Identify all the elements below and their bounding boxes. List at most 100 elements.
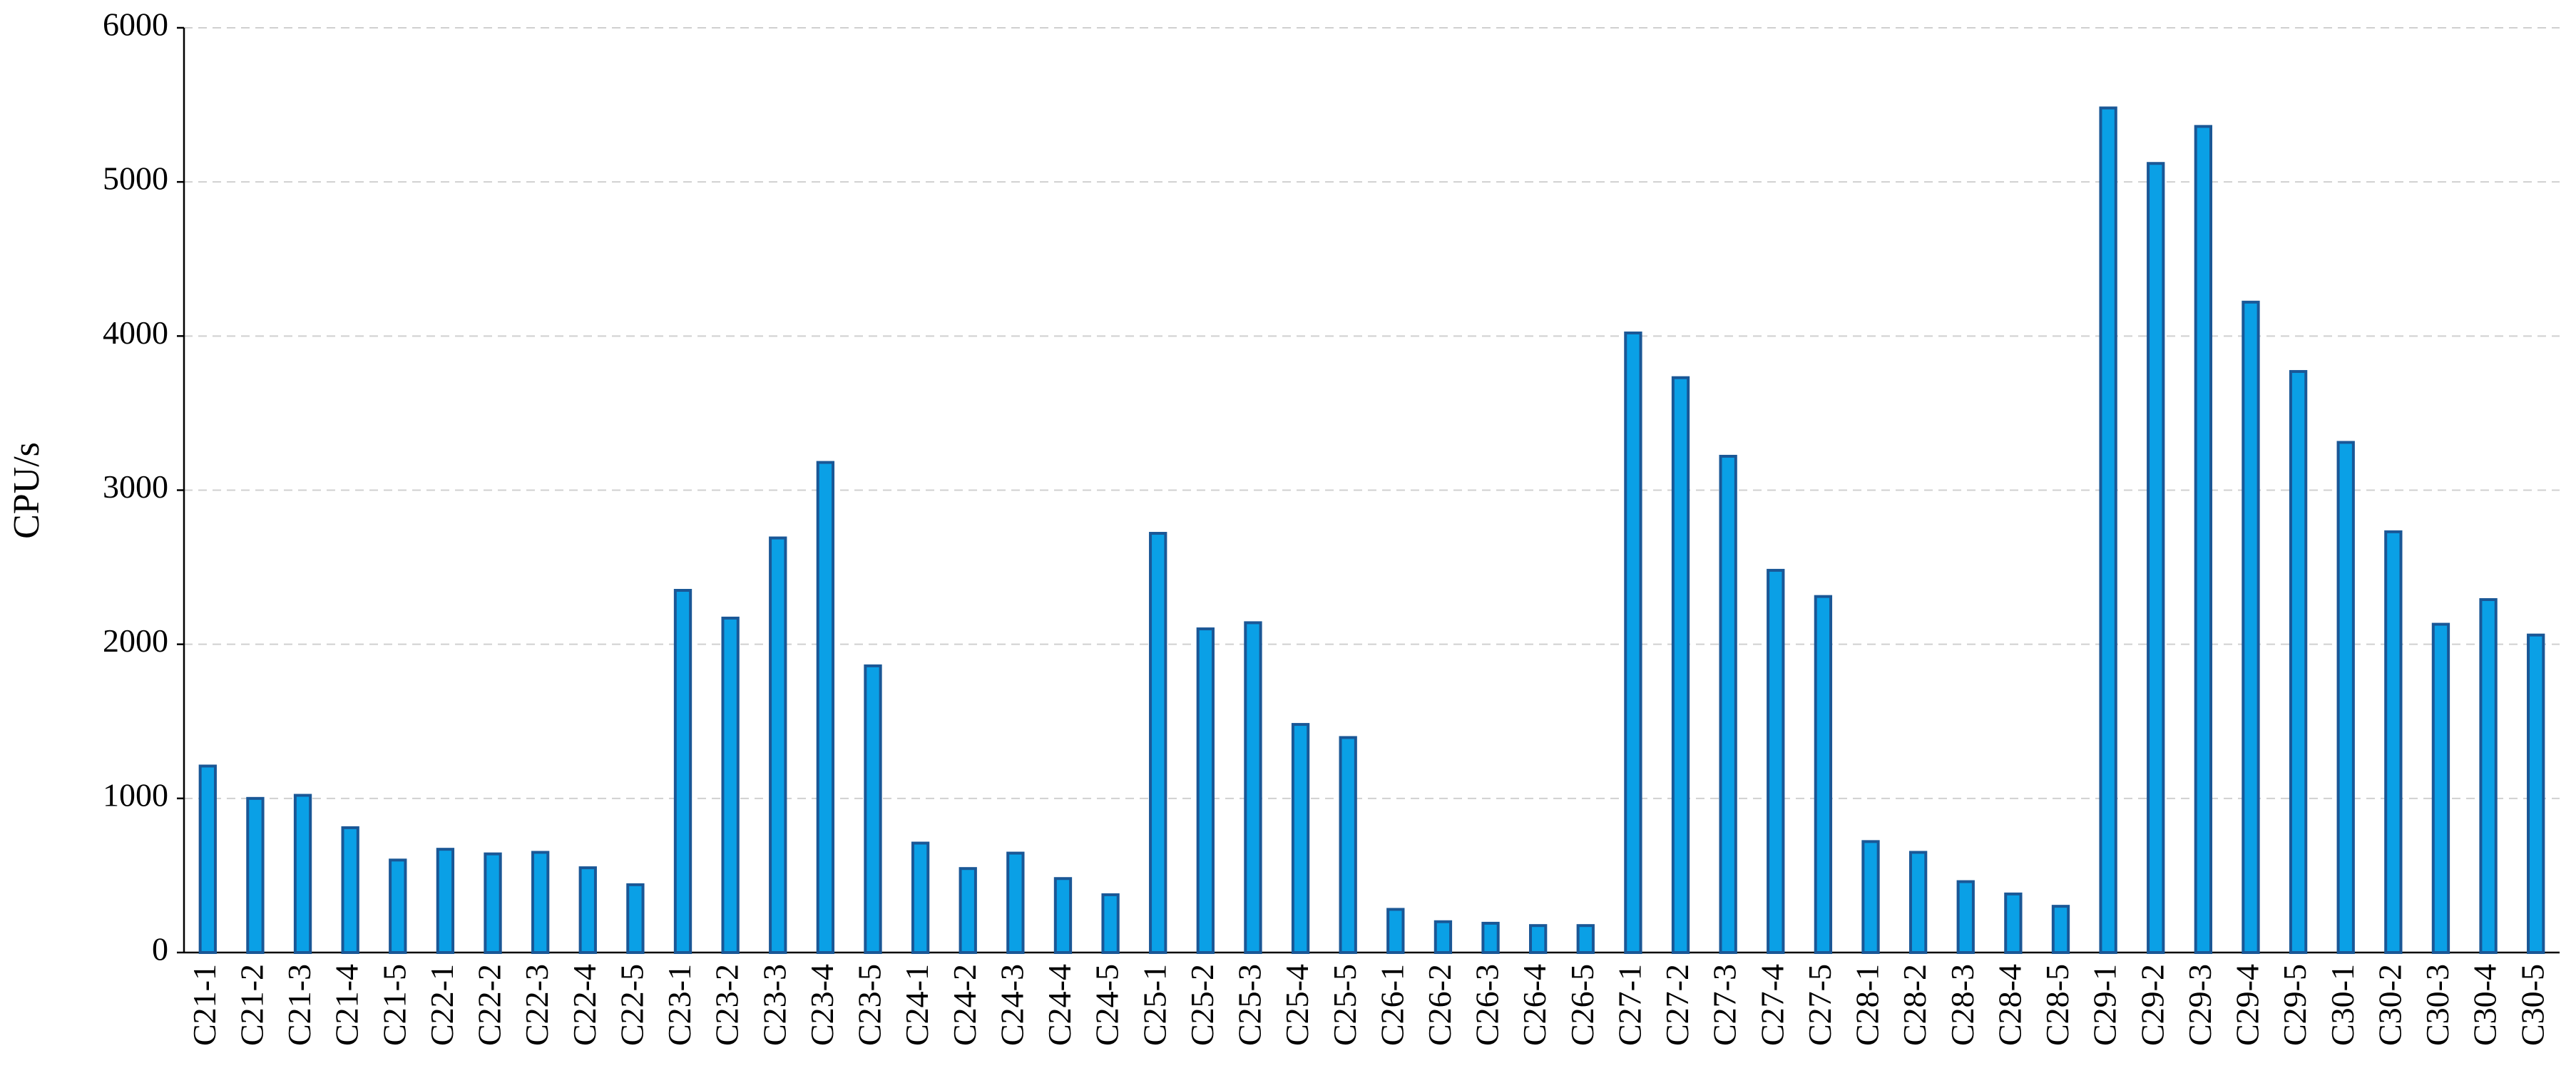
x-tick-label: C25-5 bbox=[1327, 964, 1363, 1046]
x-tick-label: C21-2 bbox=[233, 964, 270, 1046]
bar bbox=[2527, 633, 2545, 954]
x-tick-label: C29-1 bbox=[2087, 964, 2123, 1046]
x-tick-label: C22-1 bbox=[424, 964, 460, 1046]
bar bbox=[911, 841, 930, 954]
y-tick-label: 0 bbox=[152, 931, 168, 967]
x-tick-label: C29-4 bbox=[2229, 964, 2266, 1046]
x-tick-label: C22-4 bbox=[566, 964, 603, 1046]
bar bbox=[2289, 370, 2308, 954]
x-tick-label: C29-3 bbox=[2182, 964, 2218, 1046]
x-tick-label: C26-5 bbox=[1564, 964, 1600, 1046]
x-tick-label: C27-4 bbox=[1754, 964, 1790, 1046]
bar bbox=[484, 852, 502, 954]
bar bbox=[1671, 376, 1690, 954]
x-tick-label: C25-2 bbox=[1184, 964, 1220, 1046]
x-tick-label: C30-4 bbox=[2467, 964, 2503, 1046]
bar bbox=[1624, 332, 1642, 954]
bar bbox=[864, 664, 882, 954]
x-tick-label: C24-2 bbox=[946, 964, 983, 1046]
bar bbox=[2242, 300, 2260, 954]
bar bbox=[769, 536, 787, 954]
x-tick-label: C24-5 bbox=[1089, 964, 1125, 1046]
x-tick-label: C24-4 bbox=[1041, 964, 1078, 1046]
x-tick-label: C23-1 bbox=[661, 964, 697, 1046]
bar bbox=[2479, 597, 2498, 954]
x-tick-label: C30-2 bbox=[2371, 964, 2408, 1046]
x-tick-label: C27-5 bbox=[1801, 964, 1838, 1046]
y-tick-label: 4000 bbox=[103, 314, 168, 351]
bar bbox=[531, 851, 550, 955]
x-tick-label: C23-3 bbox=[756, 964, 792, 1046]
bar bbox=[721, 616, 740, 954]
bar bbox=[1149, 532, 1167, 954]
bar bbox=[1767, 568, 1785, 954]
bar bbox=[816, 461, 835, 954]
x-tick-label: C24-3 bbox=[993, 964, 1030, 1046]
y-tick-label: 2000 bbox=[103, 622, 168, 659]
y-axis-label: CPU/s bbox=[6, 442, 47, 539]
bar bbox=[1576, 924, 1595, 954]
bar bbox=[1339, 736, 1357, 954]
bar bbox=[341, 826, 359, 955]
bar bbox=[1291, 723, 1310, 954]
bar bbox=[198, 764, 217, 955]
bar bbox=[1529, 924, 1548, 954]
x-tick-label: C21-1 bbox=[186, 964, 223, 1046]
bar bbox=[626, 883, 645, 955]
x-tick-label: C23-5 bbox=[852, 964, 888, 1046]
x-tick-label: C21-4 bbox=[329, 964, 365, 1046]
bar bbox=[1481, 921, 1500, 955]
bar bbox=[959, 867, 977, 955]
y-tick-label: 6000 bbox=[103, 6, 168, 43]
x-tick-label: C29-2 bbox=[2134, 964, 2170, 1046]
x-tick-label: C27-1 bbox=[1611, 964, 1647, 1046]
bar bbox=[1244, 621, 1262, 954]
bar bbox=[246, 796, 265, 955]
bar bbox=[2147, 162, 2165, 954]
bar bbox=[1433, 920, 1453, 955]
x-tick-label: C26-2 bbox=[1421, 964, 1458, 1046]
bar bbox=[673, 589, 692, 955]
x-tick-label: C22-2 bbox=[471, 964, 508, 1046]
bar bbox=[1814, 595, 1833, 955]
bar bbox=[2099, 106, 2117, 955]
x-tick-label: C22-3 bbox=[518, 964, 555, 1046]
x-tick-label: C28-4 bbox=[1991, 964, 2028, 1046]
bar bbox=[1196, 627, 1215, 954]
x-tick-label: C23-2 bbox=[709, 964, 745, 1046]
y-tick-label: 5000 bbox=[103, 160, 168, 197]
x-tick-label: C26-1 bbox=[1374, 964, 1410, 1046]
bar bbox=[436, 848, 455, 954]
bar bbox=[1386, 908, 1405, 955]
x-tick-label: C23-4 bbox=[804, 964, 840, 1046]
bar bbox=[1908, 851, 1928, 955]
x-tick-label: C30-5 bbox=[2514, 964, 2550, 1046]
bar bbox=[2051, 905, 2070, 955]
bar bbox=[1861, 840, 1880, 954]
x-tick-label: C28-3 bbox=[1944, 964, 1980, 1046]
x-tick-label: C29-5 bbox=[2276, 964, 2313, 1046]
bar bbox=[389, 858, 407, 955]
x-tick-label: C27-2 bbox=[1659, 964, 1695, 1046]
x-tick-label: C25-1 bbox=[1136, 964, 1172, 1046]
bar bbox=[2336, 441, 2355, 954]
x-tick-label: C30-1 bbox=[2324, 964, 2361, 1046]
x-tick-label: C22-5 bbox=[613, 964, 650, 1046]
x-tick-label: C28-1 bbox=[1849, 964, 1886, 1046]
y-tick-label: 1000 bbox=[103, 776, 168, 813]
bar bbox=[1053, 877, 1073, 954]
bar bbox=[1956, 880, 1975, 955]
bar bbox=[1006, 851, 1025, 955]
x-tick-label: C30-3 bbox=[2419, 964, 2455, 1046]
x-tick-label: C28-5 bbox=[2039, 964, 2075, 1046]
x-tick-label: C21-3 bbox=[281, 964, 317, 1046]
x-tick-label: C26-4 bbox=[1516, 964, 1553, 1046]
x-tick-label: C28-2 bbox=[1896, 964, 1933, 1046]
x-tick-label: C27-3 bbox=[1707, 964, 1743, 1046]
x-tick-label: C26-3 bbox=[1469, 964, 1506, 1046]
x-tick-label: C25-3 bbox=[1232, 964, 1268, 1046]
bar bbox=[2004, 892, 2023, 955]
x-tick-label: C21-5 bbox=[376, 964, 412, 1046]
